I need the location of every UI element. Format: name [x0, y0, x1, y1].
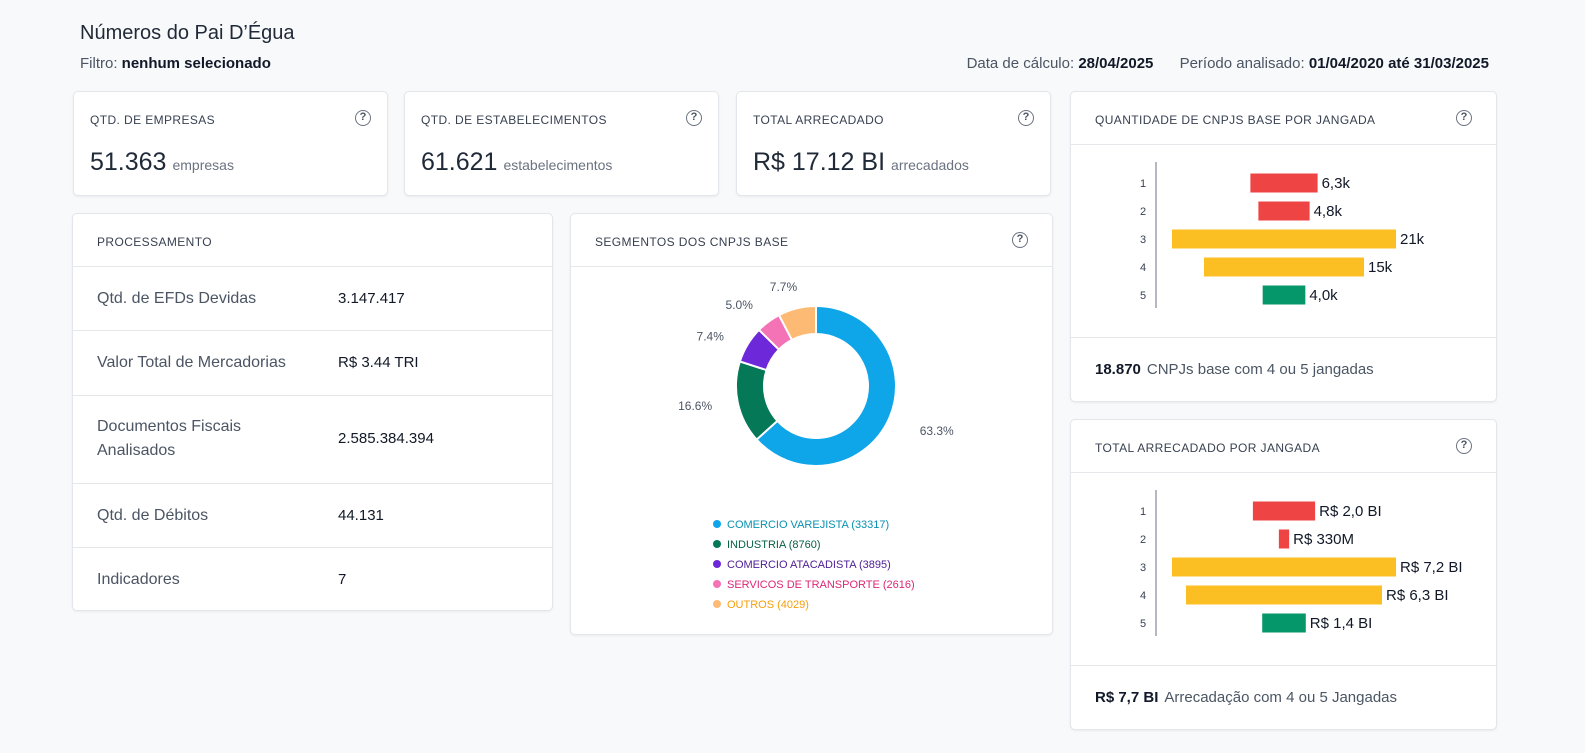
- donut-legend: COMERCIO VAREJISTA (33317) INDUSTRIA (87…: [713, 515, 915, 615]
- data-label: 4,8k: [1314, 203, 1343, 220]
- date-info: Data de cálculo: 28/04/2025 Período anal…: [967, 55, 1489, 72]
- processamento-card: PROCESSAMENTO Qtd. de EFDs Devidas 3.147…: [72, 213, 553, 611]
- question-circle-icon[interactable]: ?: [1018, 110, 1034, 126]
- bar[interactable]: [1186, 585, 1382, 605]
- donut-slice[interactable]: [755, 304, 897, 467]
- bar[interactable]: [1204, 257, 1364, 277]
- legend-item[interactable]: COMERCIO ATACADISTA (3895): [713, 555, 915, 575]
- bar[interactable]: [1252, 501, 1316, 521]
- data-label: 4,0k: [1309, 287, 1338, 304]
- bar-chart-total: 1 R$ 2,0 BI 2 R$ 330M 3 R$ 7,2 BI 4 R$ 6,3 BI 5 R…: [1140, 490, 1463, 636]
- tick-label: 4: [1140, 590, 1146, 602]
- card-header: SEGMENTOS DOS CNPJS BASE ?: [571, 214, 1052, 267]
- data-label: R$ 2,0 BI: [1319, 503, 1382, 520]
- slice-label: 7.7%: [770, 280, 798, 294]
- kpi-label: QTD. DE ESTABELECIMENTOS: [421, 113, 607, 127]
- kpi-card-estabelecimentos: QTD. DE ESTABELECIMENTOS ? 61.621 estabel…: [404, 91, 719, 196]
- tick-label: 5: [1140, 618, 1146, 630]
- data-label: 21k: [1400, 231, 1425, 248]
- slice-label: 7.4%: [697, 329, 725, 343]
- bar[interactable]: [1258, 201, 1310, 221]
- question-circle-icon[interactable]: ?: [1456, 110, 1472, 126]
- tick-label: 4: [1140, 262, 1146, 274]
- data-label: R$ 1,4 BI: [1310, 615, 1373, 632]
- kpi-label: TOTAL ARRECADADO: [753, 113, 884, 127]
- card-footer: 18.870 CNPJs base com 4 ou 5 jangadas: [1095, 361, 1374, 378]
- question-circle-icon[interactable]: ?: [686, 110, 702, 126]
- data-label: R$ 330M: [1293, 531, 1354, 548]
- tick-label: 5: [1140, 290, 1146, 302]
- tick-label: 2: [1140, 534, 1146, 546]
- proc-row: Valor Total de Mercadorias R$ 3.44 TRI: [73, 331, 552, 396]
- card-header: TOTAL ARRECADADO POR JANGADA ?: [1071, 420, 1496, 473]
- proc-row: Indicadores 7: [97, 571, 347, 588]
- legend-item[interactable]: SERVICOS DE TRANSPORTE (2616): [713, 575, 915, 595]
- tick-label: 3: [1140, 234, 1146, 246]
- bar[interactable]: [1278, 529, 1290, 549]
- kpi-value: R$ 17.12 BI arrecadados: [753, 148, 969, 176]
- tick-label: 3: [1140, 562, 1146, 574]
- slice-label: 5.0%: [726, 298, 754, 312]
- donut-slice[interactable]: [777, 304, 817, 342]
- donut-chart: 63.3% 16.6% 7.4% 5.0% 7.7%: [678, 280, 954, 467]
- tick-label: 2: [1140, 206, 1146, 218]
- bar[interactable]: [1262, 285, 1306, 305]
- bar[interactable]: [1172, 229, 1396, 249]
- data-label: R$ 6,3 BI: [1386, 587, 1449, 604]
- tick-label: 1: [1140, 178, 1146, 190]
- question-circle-icon[interactable]: ?: [355, 110, 371, 126]
- question-circle-icon[interactable]: ?: [1012, 232, 1028, 248]
- card-header: PROCESSAMENTO: [73, 214, 552, 267]
- card-title: SEGMENTOS DOS CNPJS BASE: [595, 235, 789, 249]
- legend-item[interactable]: INDUSTRIA (8760): [713, 535, 915, 555]
- legend-item[interactable]: OUTROS (4029): [713, 595, 915, 615]
- jangada-total-card: TOTAL ARRECADADO POR JANGADA ? 1 R$ 2,0 B…: [1070, 419, 1497, 730]
- card-footer: R$ 7,7 BI Arrecadação com 4 ou 5 Jangadas: [1095, 689, 1398, 706]
- period: Período analisado: 01/04/2020 até 31/03/…: [1179, 55, 1489, 72]
- card-title: QUANTIDADE DE CNPJS BASE POR JANGADA: [1095, 113, 1376, 127]
- tick-label: 1: [1140, 506, 1146, 518]
- legend-item[interactable]: COMERCIO VAREJISTA (33317): [713, 515, 915, 535]
- bar[interactable]: [1172, 557, 1396, 577]
- proc-row: Qtd. de EFDs Devidas 3.147.417: [73, 267, 552, 331]
- kpi-value: 51.363 empresas: [90, 148, 234, 176]
- proc-row: Documentos Fiscais Analisados 2.585.384.…: [73, 396, 552, 484]
- card-header: QUANTIDADE DE CNPJS BASE POR JANGADA ?: [1071, 92, 1496, 145]
- slice-label: 16.6%: [678, 399, 712, 413]
- page-title: Números do Pai D’Égua: [80, 22, 295, 44]
- card-title: PROCESSAMENTO: [97, 235, 212, 249]
- bar-chart-qtd: 1 6,3k 2 4,8k 3 21k 4 15k 5 4,0k: [1140, 162, 1425, 308]
- slice-label: 63.3%: [920, 424, 954, 438]
- jangada-qtd-card: QUANTIDADE DE CNPJS BASE POR JANGADA ? 1…: [1070, 91, 1497, 402]
- bar[interactable]: [1250, 173, 1318, 193]
- bar[interactable]: [1262, 613, 1306, 633]
- filter-value: nenhum selecionado: [121, 55, 271, 72]
- proc-row: Qtd. de Débitos 44.131: [73, 484, 552, 548]
- calc-date: Data de cálculo: 28/04/2025: [966, 55, 1154, 72]
- card-title: TOTAL ARRECADADO POR JANGADA: [1095, 441, 1321, 455]
- filter-status: Filtro: nenhum selecionado: [80, 55, 271, 72]
- kpi-card-total-arrecadado: TOTAL ARRECADADO ? R$ 17.12 BI arrecadado…: [736, 91, 1051, 196]
- segmentos-card: SEGMENTOS DOS CNPJS BASE ? 63.3% 16.6% 7.4…: [570, 213, 1053, 635]
- kpi-label: QTD. DE EMPRESAS: [90, 113, 216, 127]
- data-label: 15k: [1368, 259, 1393, 276]
- data-label: 6,3k: [1322, 175, 1351, 192]
- question-circle-icon[interactable]: ?: [1456, 438, 1472, 454]
- kpi-card-empresas: QTD. DE EMPRESAS ? 51.363 empresas: [73, 91, 388, 196]
- kpi-value: 61.621 estabelecimentos: [421, 148, 613, 176]
- data-label: R$ 7,2 BI: [1400, 559, 1463, 576]
